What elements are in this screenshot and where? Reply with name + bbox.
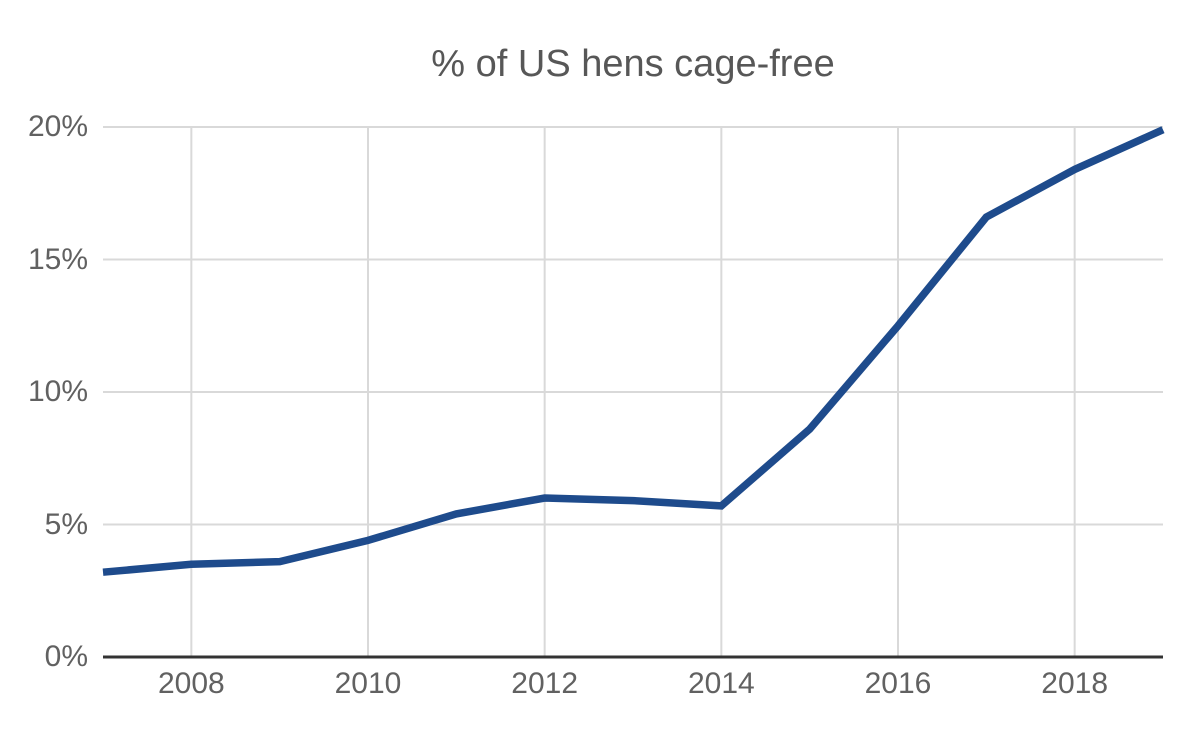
x-tick-label: 2018 xyxy=(1041,667,1109,700)
x-tick-label: 2016 xyxy=(864,667,932,700)
x-tick-label: 2012 xyxy=(511,667,579,700)
y-tick-label: 15% xyxy=(27,242,88,276)
y-tick-label: 5% xyxy=(44,507,88,541)
x-tick-label: 2008 xyxy=(157,667,225,700)
y-tick-label: 20% xyxy=(27,110,88,143)
y-tick-label: 0% xyxy=(44,640,88,673)
chart-title: % of US hens cage-free xyxy=(431,43,835,85)
x-tick-label: 2010 xyxy=(334,667,402,700)
y-tick-label: 10% xyxy=(27,375,88,408)
data-line-series xyxy=(102,126,1165,576)
x-tick-label: 2014 xyxy=(687,667,755,700)
